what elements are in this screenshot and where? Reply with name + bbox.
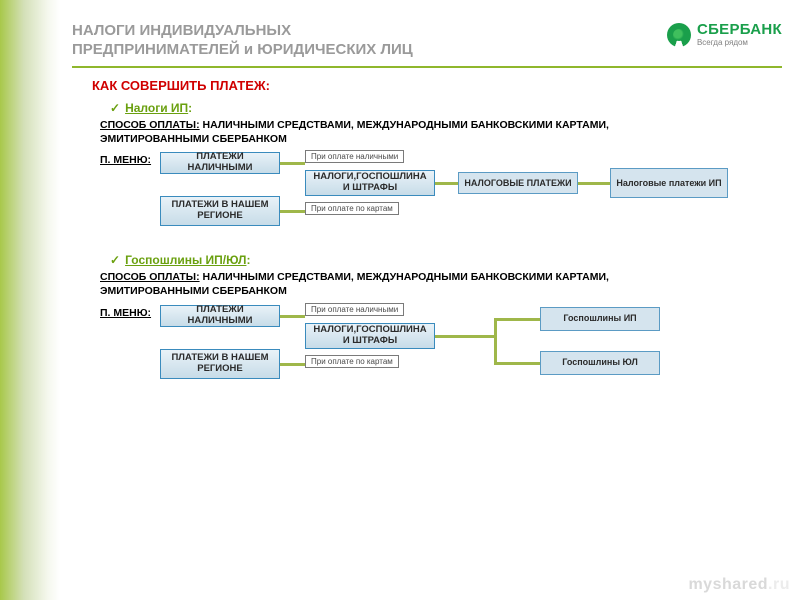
section: Налоги ИП: СПОСОБ ОПЛАТЫ: НАЛИЧНЫМИ СРЕДС… <box>92 101 782 243</box>
connector <box>494 318 540 321</box>
sberbank-logo-icon <box>667 23 691 47</box>
flow-node: ПЛАТЕЖИ НАЛИЧНЫМИ <box>160 305 280 327</box>
flow-node: Налоговые платежи ИП <box>610 168 728 198</box>
connector <box>578 182 610 185</box>
watermark: myshared.ru <box>688 576 790 594</box>
flow-node: НАЛОГИ,ГОСПОШЛИНА И ШТРАФЫ <box>305 323 435 349</box>
section-heading: Налоги ИП: <box>110 101 782 115</box>
flow-note: При оплате наличными <box>305 303 404 316</box>
logo: СБЕРБАНК Всегда рядом <box>667 22 782 47</box>
flow-note: При оплате по картам <box>305 202 399 215</box>
page-title: НАЛОГИ ИНДИВИДУАЛЬНЫХПРЕДПРИНИМАТЕЛЕЙ и … <box>72 22 413 60</box>
logo-tagline: Всегда рядом <box>697 39 782 47</box>
pay-method: СПОСОБ ОПЛАТЫ: НАЛИЧНЫМИ СРЕДСТВАМИ, МЕЖ… <box>100 271 660 298</box>
flow-note: При оплате наличными <box>305 150 404 163</box>
flow-node: ПЛАТЕЖИ В НАШЕМ РЕГИОНЕ <box>160 196 280 226</box>
flow-diagram: П. МЕНЮ: ПЛАТЕЖИ НАЛИЧНЫМИ ПЛАТЕЖИ В НАШЕМ… <box>100 148 782 243</box>
flow-node: НАЛОГОВЫЕ ПЛАТЕЖИ <box>458 172 578 194</box>
pay-method: СПОСОБ ОПЛАТЫ: НАЛИЧНЫМИ СРЕДСТВАМИ, МЕЖ… <box>100 119 660 146</box>
header: НАЛОГИ ИНДИВИДУАЛЬНЫХПРЕДПРИНИМАТЕЛЕЙ и … <box>72 22 782 68</box>
menu-label: П. МЕНЮ: <box>100 154 151 166</box>
flow-note: При оплате по картам <box>305 355 399 368</box>
connector <box>280 363 305 366</box>
flow-node: ПЛАТЕЖИ НАЛИЧНЫМИ <box>160 152 280 174</box>
flow-node: Госпошлины ЮЛ <box>540 351 660 375</box>
connector <box>435 182 458 185</box>
flow-diagram: П. МЕНЮ: ПЛАТЕЖИ НАЛИЧНЫМИ ПЛАТЕЖИ В НАШЕМ… <box>100 301 782 401</box>
menu-label: П. МЕНЮ: <box>100 307 151 319</box>
sidebar-gradient <box>0 0 60 600</box>
how-heading: КАК СОВЕРШИТЬ ПЛАТЕЖ: <box>92 78 782 93</box>
flow-node: ПЛАТЕЖИ В НАШЕМ РЕГИОНЕ <box>160 349 280 379</box>
connector <box>494 318 497 364</box>
watermark-suffix: .ru <box>768 576 790 593</box>
watermark-main: myshared <box>688 576 768 593</box>
connector <box>280 210 305 213</box>
connector <box>494 362 540 365</box>
connector <box>435 335 495 338</box>
connector <box>280 162 305 165</box>
content: КАК СОВЕРШИТЬ ПЛАТЕЖ: Налоги ИП: СПОСОБ О… <box>92 78 782 411</box>
connector <box>280 315 305 318</box>
section-heading: Госпошлины ИП/ЮЛ: <box>110 253 782 267</box>
section: Госпошлины ИП/ЮЛ: СПОСОБ ОПЛАТЫ: НАЛИЧНЫМ… <box>92 253 782 400</box>
logo-name: СБЕРБАНК <box>697 22 782 37</box>
flow-node: НАЛОГИ,ГОСПОШЛИНА И ШТРАФЫ <box>305 170 435 196</box>
flow-node: Госпошлины ИП <box>540 307 660 331</box>
